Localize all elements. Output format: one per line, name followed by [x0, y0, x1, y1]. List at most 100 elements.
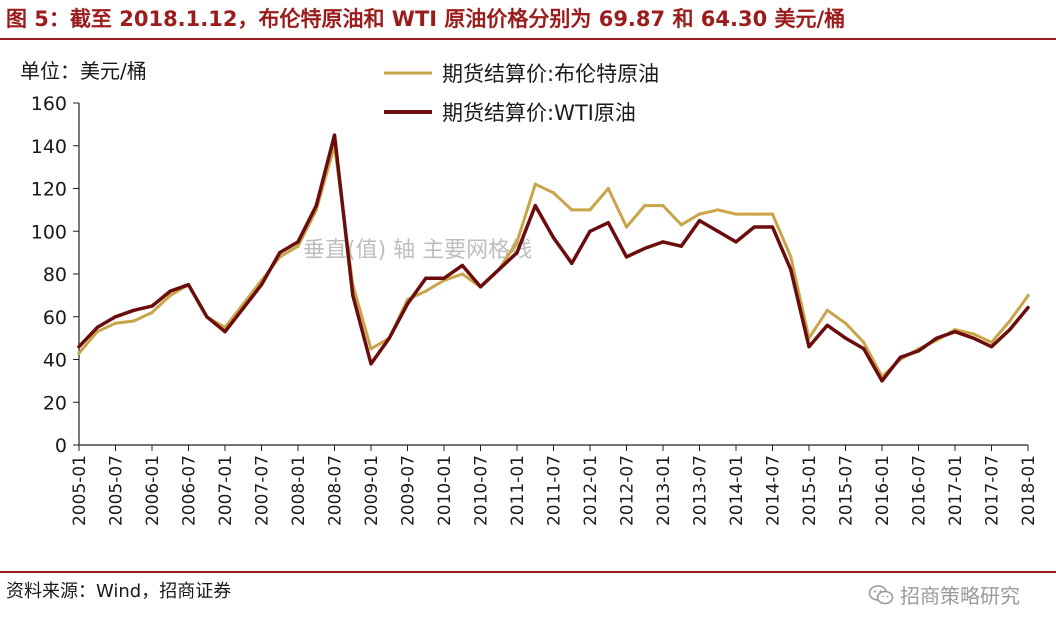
- data-point-brent: [77, 351, 81, 355]
- oil-price-chart: 单位：美元/桶 0 20 40 60 80 100 120 140 160 2005-01 2005-…: [20, 59, 1039, 526]
- data-point-wti: [643, 246, 647, 250]
- data-point-brent: [533, 182, 537, 186]
- data-point-wti: [460, 263, 464, 268]
- title-rule: [0, 38, 1056, 40]
- x-tick-label: 2006-01: [143, 455, 163, 526]
- x-tick-label: 2007-01: [216, 455, 236, 526]
- data-point-wti: [679, 244, 683, 248]
- x-tick-label: 2008-07: [326, 455, 346, 526]
- data-point-wti: [789, 268, 793, 272]
- gridline-watermark: 垂直(值) 轴 主要网格线: [303, 238, 532, 263]
- wechat-icon: [868, 584, 894, 604]
- data-point-wti: [935, 336, 939, 340]
- data-point-wti: [168, 289, 172, 293]
- x-tick-label: 2010-07: [472, 455, 492, 526]
- x-tick-label: 2007-07: [253, 455, 273, 526]
- data-point-wti: [734, 240, 738, 244]
- data-point-wti: [478, 285, 483, 289]
- data-point-brent: [752, 212, 756, 216]
- data-point-brent: [588, 208, 592, 212]
- x-tick-label: 2008-01: [289, 455, 309, 526]
- data-point-brent: [661, 204, 665, 208]
- legend-label-wti: 期货结算价:WTI原油: [442, 101, 636, 125]
- footer-rule: [0, 571, 1056, 573]
- data-point-brent: [989, 340, 994, 344]
- data-point-wti: [332, 133, 337, 137]
- data-point-wti: [296, 240, 300, 244]
- x-tick-label: 2009-07: [399, 455, 419, 526]
- data-point-wti: [1026, 305, 1030, 310]
- x-tick-label: 2006-07: [180, 455, 200, 526]
- x-tick-label: 2015-07: [837, 455, 857, 526]
- data-point-brent: [296, 244, 300, 248]
- data-point-wti: [551, 236, 556, 240]
- x-tick-label: 2012-07: [618, 455, 638, 526]
- data-point-wti: [880, 379, 884, 383]
- data-point-wti: [205, 315, 209, 319]
- data-point-brent: [789, 255, 793, 259]
- source-note: 资料来源：Wind，招商证券: [6, 581, 232, 602]
- data-point-wti: [843, 336, 848, 340]
- y-tick-label: 40: [43, 350, 67, 372]
- data-point-wti: [314, 204, 318, 208]
- data-point-wti: [825, 323, 829, 327]
- data-point-wti: [588, 229, 592, 233]
- data-point-wti: [916, 349, 921, 353]
- data-point-brent: [716, 208, 720, 212]
- data-point-wti: [1008, 327, 1012, 332]
- data-point-wti: [971, 336, 975, 340]
- x-tick-label: 2005-07: [107, 455, 127, 526]
- data-point-wti: [989, 345, 994, 349]
- data-point-wti: [752, 225, 756, 229]
- data-point-wti: [259, 283, 264, 287]
- data-point-brent: [168, 293, 172, 297]
- data-point-brent: [570, 208, 574, 212]
- legend-label-brent: 期货结算价:布伦特原油: [442, 62, 659, 86]
- data-point-brent: [113, 321, 118, 325]
- data-point-wti: [770, 225, 775, 229]
- data-point-brent: [825, 308, 829, 312]
- data-point-wti: [661, 240, 665, 244]
- data-point-brent: [1026, 294, 1030, 298]
- data-point-brent: [1008, 319, 1012, 323]
- data-point-brent: [551, 191, 556, 195]
- data-point-brent: [734, 212, 738, 216]
- y-tick-label: 0: [55, 435, 67, 457]
- data-point-wti: [186, 283, 191, 287]
- data-point-wti: [515, 251, 519, 255]
- x-tick-label: 2014-01: [727, 455, 747, 526]
- data-point-brent: [770, 212, 775, 216]
- data-point-wti: [497, 268, 501, 272]
- data-point-brent: [624, 225, 629, 229]
- data-point-wti: [387, 336, 391, 340]
- x-tick-label: 2018-01: [1019, 455, 1039, 526]
- data-point-wti: [442, 276, 446, 280]
- data-point-brent: [697, 212, 702, 216]
- y-tick-label: 160: [31, 93, 67, 115]
- data-point-wti: [697, 218, 702, 223]
- data-point-brent: [515, 240, 519, 244]
- data-point-wti: [624, 255, 629, 259]
- data-point-wti: [241, 306, 245, 310]
- y-tick-label: 120: [31, 179, 67, 201]
- data-point-wti: [405, 302, 410, 306]
- data-point-wti: [570, 261, 574, 265]
- x-tick-label: 2016-07: [910, 455, 930, 526]
- data-point-wti: [77, 345, 81, 349]
- data-point-brent: [369, 347, 373, 351]
- x-tick-label: 2014-07: [764, 455, 784, 526]
- brand-mark: 招商策略研究: [868, 580, 1020, 609]
- series-line-wti: [77, 133, 1030, 383]
- y-tick-label: 60: [43, 307, 67, 329]
- x-tick-label: 2011-01: [508, 455, 528, 526]
- data-point-wti: [533, 204, 537, 208]
- data-point-wti: [862, 347, 866, 351]
- data-point-brent: [679, 223, 683, 227]
- x-tick-label: 2017-07: [983, 455, 1003, 526]
- data-point-brent: [132, 319, 136, 323]
- data-point-wti: [95, 325, 99, 330]
- x-tick-label: 2010-01: [435, 455, 455, 526]
- data-point-brent: [843, 321, 848, 325]
- figure-title: 图 5：截至 2018.1.12，布伦特原油和 WTI 原油价格分别为 69.8…: [6, 7, 846, 31]
- data-point-brent: [95, 330, 99, 334]
